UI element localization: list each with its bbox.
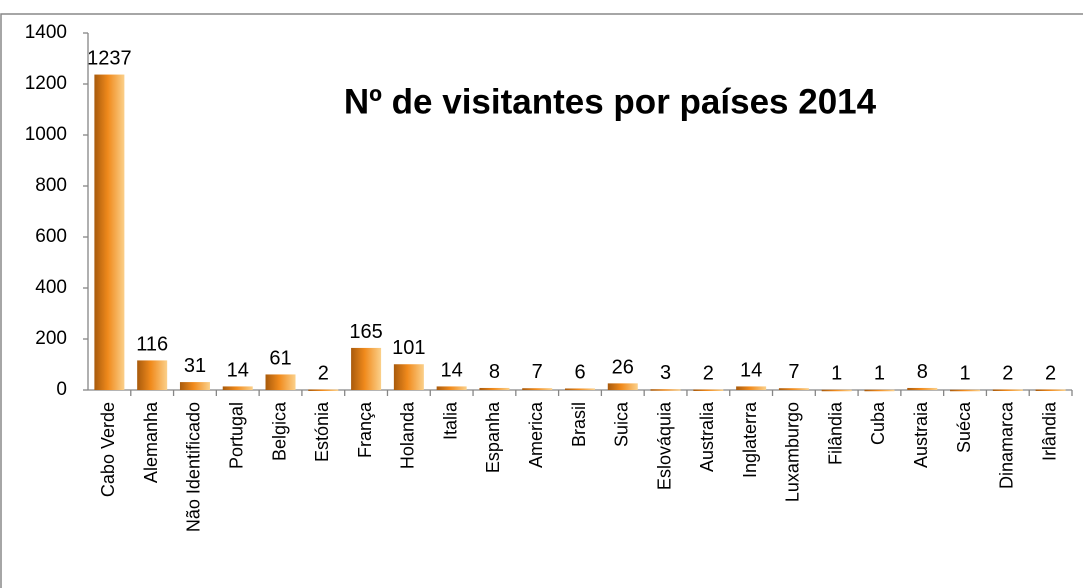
x-tick-label: Australia (697, 401, 717, 472)
bar (650, 389, 681, 391)
data-label: 2 (703, 362, 714, 384)
bar (94, 74, 125, 390)
data-label: 101 (392, 337, 425, 359)
bar (907, 387, 938, 390)
bar (522, 388, 553, 390)
bar (222, 386, 253, 390)
bar (950, 389, 981, 392)
bar (351, 347, 382, 390)
bar (565, 388, 595, 390)
bar (137, 360, 168, 390)
x-tick-label: Não Identificado (184, 402, 204, 532)
data-label: 31 (184, 355, 206, 377)
bar (778, 388, 809, 390)
x-tick-label: Cuba (868, 401, 888, 445)
data-label: 14 (227, 359, 249, 381)
data-label: 14 (441, 359, 463, 381)
bar (693, 389, 724, 391)
data-label: 1237 (87, 48, 132, 70)
bar (265, 374, 296, 390)
x-tick-label: Portugal (226, 402, 246, 469)
bar (736, 386, 767, 390)
x-tick-label: Estónia (312, 401, 332, 462)
x-tick-label: França (355, 401, 375, 458)
x-tick-label: Cabo Verde (98, 402, 118, 497)
x-tick-label: America (526, 401, 546, 468)
x-tick-label: Alemanha (141, 401, 161, 483)
data-label: 2 (318, 362, 329, 384)
x-tick-label: Dinamarca (997, 401, 1017, 489)
bar (308, 389, 339, 391)
data-label: 165 (349, 321, 382, 343)
data-label: 1 (959, 363, 970, 385)
data-label: 8 (489, 361, 500, 383)
data-label: 2 (1045, 362, 1056, 384)
x-tick-label: Italia (440, 401, 460, 440)
bar (607, 383, 638, 390)
bar (821, 389, 852, 392)
data-label: 26 (612, 356, 634, 378)
bar (393, 364, 424, 390)
chart-title: Nº de visitantes por países 2014 (344, 82, 877, 121)
data-label: 7 (788, 361, 799, 383)
data-label: 1 (831, 363, 842, 385)
y-tick-label: 1200 (25, 73, 67, 94)
x-tick-label: Eslováquia (654, 401, 674, 490)
data-label: 3 (660, 362, 671, 384)
y-tick-label: 1000 (25, 124, 67, 145)
bar (179, 382, 210, 390)
y-tick-label: 0 (56, 379, 67, 400)
bar (992, 389, 1023, 391)
x-tick-label: Inglaterra (740, 401, 760, 478)
bar (1035, 389, 1066, 391)
x-tick-label: Suica (612, 401, 632, 447)
data-label: 8 (917, 361, 928, 383)
y-tick-label: 1400 (25, 22, 67, 43)
bar (479, 387, 510, 390)
chart-border (0, 13, 1083, 588)
x-tick-label: Belgica (269, 401, 289, 461)
bar (864, 389, 895, 392)
x-tick-label: Austraia (911, 401, 931, 468)
data-label: 7 (532, 361, 543, 383)
data-label: 6 (574, 361, 585, 383)
x-tick-label: Luxamburgo (783, 402, 803, 502)
data-label: 2 (1002, 362, 1013, 384)
x-tick-label: Suéca (954, 401, 974, 453)
y-tick-label: 400 (35, 277, 67, 298)
data-label: 61 (269, 347, 291, 369)
y-tick-label: 600 (35, 226, 67, 247)
x-tick-label: Holanda (398, 401, 418, 469)
y-tick-label: 800 (35, 175, 67, 196)
x-tick-label: Espanha (483, 401, 503, 473)
bar (436, 386, 467, 390)
data-label: 1 (874, 363, 885, 385)
x-tick-label: Irlândia (1039, 401, 1059, 461)
y-tick-label: 200 (35, 328, 67, 349)
data-label: 116 (136, 333, 168, 355)
x-tick-label: Filândia (825, 401, 845, 465)
data-label: 14 (740, 359, 762, 381)
x-tick-label: Brasil (569, 402, 589, 447)
